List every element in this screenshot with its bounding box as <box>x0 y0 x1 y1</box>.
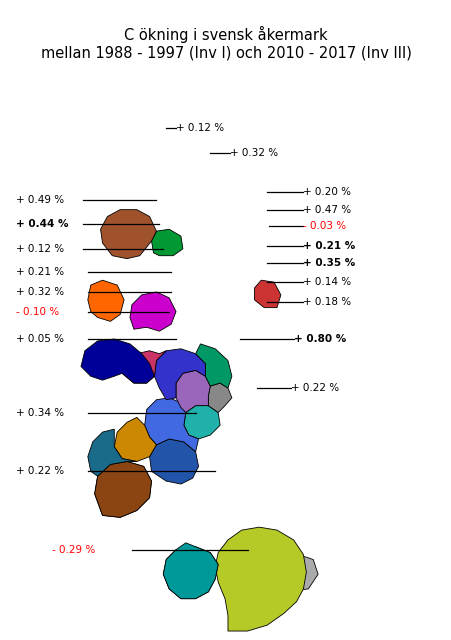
Text: + 0.34 %: + 0.34 % <box>16 408 64 417</box>
Polygon shape <box>276 555 318 592</box>
Polygon shape <box>195 344 231 388</box>
Text: + 0.44 %: + 0.44 % <box>16 220 69 229</box>
Text: + 0.14 %: + 0.14 % <box>303 277 351 287</box>
Polygon shape <box>144 398 198 452</box>
Text: + 0.22 %: + 0.22 % <box>16 467 64 476</box>
Text: + 0.32 %: + 0.32 % <box>16 287 64 297</box>
Polygon shape <box>163 543 218 598</box>
Text: - 0.29 %: - 0.29 % <box>51 545 95 555</box>
Polygon shape <box>208 383 231 413</box>
Text: + 0.20 %: + 0.20 % <box>303 187 350 197</box>
Polygon shape <box>87 280 124 321</box>
Text: + 0.12 %: + 0.12 % <box>175 124 224 133</box>
Text: + 0.21 %: + 0.21 % <box>16 268 64 277</box>
Text: + 0.49 %: + 0.49 % <box>16 195 64 205</box>
Polygon shape <box>87 429 137 476</box>
Polygon shape <box>254 280 280 308</box>
Polygon shape <box>154 349 205 400</box>
Text: + 0.05 %: + 0.05 % <box>16 334 64 344</box>
Polygon shape <box>114 417 156 461</box>
Text: + 0.12 %: + 0.12 % <box>16 244 64 254</box>
Polygon shape <box>94 461 151 517</box>
Text: + 0.22 %: + 0.22 % <box>290 383 338 393</box>
Polygon shape <box>81 339 154 383</box>
Polygon shape <box>151 229 183 256</box>
Text: - 0.10 %: - 0.10 % <box>16 307 59 317</box>
Polygon shape <box>175 371 210 413</box>
Polygon shape <box>100 210 156 259</box>
Text: + 0.32 %: + 0.32 % <box>230 148 277 158</box>
Text: + 0.35 %: + 0.35 % <box>303 257 355 268</box>
Polygon shape <box>215 527 306 631</box>
Polygon shape <box>120 351 166 383</box>
Polygon shape <box>163 547 218 598</box>
Text: + 0.80 %: + 0.80 % <box>293 334 345 344</box>
Text: - 0.03 %: - 0.03 % <box>303 221 346 231</box>
Polygon shape <box>94 461 151 517</box>
Text: + 0.47 %: + 0.47 % <box>303 205 351 214</box>
Text: C ökning i svensk åkermark
mellan 1988 - 1997 (Inv I) och 2010 - 2017 (Inv III): C ökning i svensk åkermark mellan 1988 -… <box>41 26 410 60</box>
Text: + 0.18 %: + 0.18 % <box>303 297 351 307</box>
Text: + 0.21 %: + 0.21 % <box>303 241 355 251</box>
Polygon shape <box>184 406 220 439</box>
Polygon shape <box>149 439 198 484</box>
Polygon shape <box>130 292 175 331</box>
